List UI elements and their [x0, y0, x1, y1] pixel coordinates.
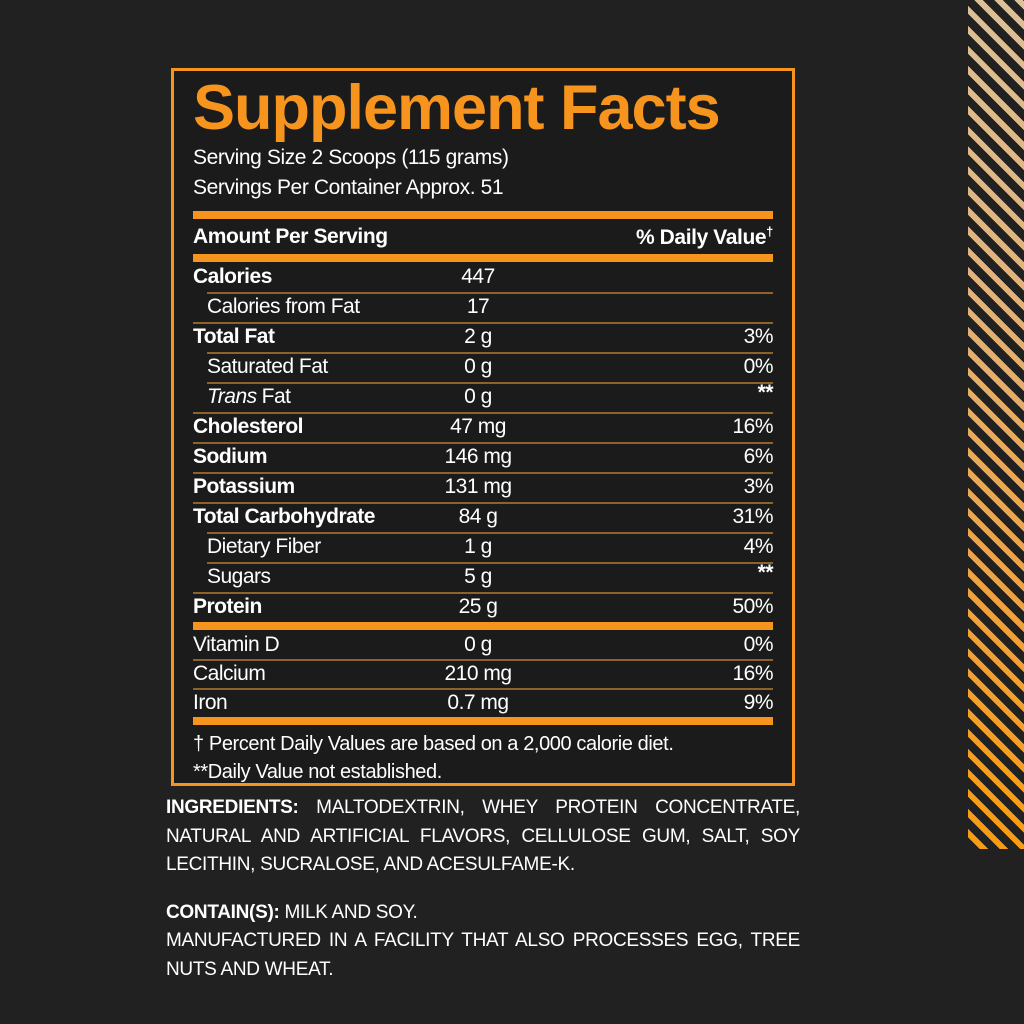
table-row-dietary-fiber: Dietary Fiber 1 g 4% — [193, 532, 774, 562]
diagonal-stripes-decoration — [968, 0, 1024, 849]
footnote-not-established: **Daily Value not established. — [193, 761, 442, 783]
table-row-saturated-fat: Saturated Fat 0 g 0% — [193, 352, 774, 382]
table-row-trans-fat: Trans Fat 0 g ** — [193, 382, 774, 412]
table-row-total-carbohydrate: Total Carbohydrate 84 g 31% — [193, 502, 774, 532]
thick-divider-bar — [193, 254, 773, 262]
ingredients-label: INGREDIENTS: — [166, 797, 299, 818]
trans-italic-text: Trans — [207, 385, 257, 408]
contains-paragraph: CONTAIN(S): MILK AND SOY. — [166, 899, 800, 928]
manufactured-paragraph: MANUFACTURED IN A FACILITY THAT ALSO PRO… — [166, 930, 800, 980]
thick-divider-bar — [193, 717, 773, 725]
dagger-symbol: † — [766, 223, 773, 239]
thick-divider-bar — [193, 211, 773, 219]
serving-size-text: Serving Size 2 Scoops (115 grams) — [193, 146, 509, 169]
table-row-sugars: Sugars 5 g ** — [193, 562, 774, 592]
table-row-iron: Iron 0.7 mg 9% — [193, 688, 774, 717]
panel-title: Supplement Facts — [193, 73, 721, 143]
table-row-protein: Protein 25 g 50% — [193, 592, 774, 622]
contains-text: MILK AND SOY. — [284, 901, 418, 923]
supplement-facts-panel: Supplement Facts Serving Size 2 Scoops (… — [171, 68, 795, 786]
footnote-daily-values: † Percent Daily Values are based on a 2,… — [193, 733, 674, 755]
bottom-text-block: INGREDIENTS: MALTODEXTRIN, WHEY PROTEIN … — [166, 794, 800, 984]
table-row-sodium: Sodium 146 mg 6% — [193, 442, 774, 472]
ingredients-paragraph: INGREDIENTS: MALTODEXTRIN, WHEY PROTEIN … — [166, 794, 800, 880]
table-header: Amount Per Serving % Daily Value† — [193, 219, 773, 254]
servings-per-container-text: Servings Per Container Approx. 51 — [193, 176, 504, 199]
table-row-calcium: Calcium 210 mg 16% — [193, 659, 774, 688]
table-row-potassium: Potassium 131 mg 3% — [193, 472, 774, 502]
table-row-calories: Calories 447 — [193, 265, 495, 288]
table-row-calories-from-fat: Calories from Fat 17 — [193, 292, 773, 322]
table-row-cholesterol: Cholesterol 47 mg 16% — [193, 412, 774, 442]
thick-divider-bar — [193, 622, 773, 630]
daily-value-header: % Daily Value† — [635, 223, 773, 249]
amount-per-serving-header: Amount Per Serving — [193, 224, 388, 248]
table-row-total-fat: Total Fat 2 g 3% — [193, 322, 774, 352]
contains-label: CONTAIN(S): — [166, 901, 280, 923]
ingredients-text: MALTODEXTRIN, WHEY PROTEIN CONCENTRATE, … — [166, 797, 800, 875]
